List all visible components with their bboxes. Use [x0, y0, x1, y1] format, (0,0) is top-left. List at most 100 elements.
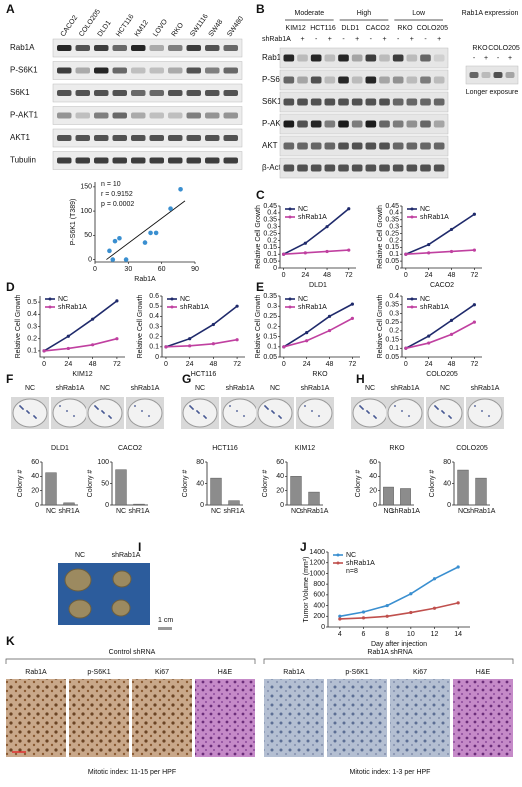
blot-band: [379, 142, 390, 150]
blot-band: [168, 157, 183, 164]
blot-band: [433, 98, 445, 106]
stain-label: Rab1A: [25, 669, 47, 676]
y-tick-label: 400: [313, 602, 325, 609]
blot-band: [351, 120, 363, 128]
y-axis-label: Relative Cell Growth: [137, 294, 144, 358]
series-line: [405, 304, 475, 349]
blot-band: [420, 76, 431, 84]
blot-band: [310, 120, 322, 128]
y-tick-label: 40: [31, 473, 39, 480]
tumor: [64, 568, 92, 592]
blot-band: [324, 54, 336, 62]
dish-label: NC: [440, 385, 450, 392]
panel-label: C: [256, 188, 265, 202]
dish: [297, 398, 333, 428]
y-tick-label: 0.45: [263, 203, 277, 210]
legend-label: shRab1A: [58, 304, 87, 311]
histology-image: [6, 679, 66, 757]
legend-label: NC: [420, 296, 430, 303]
blot-band: [406, 164, 418, 172]
sign: -: [397, 36, 400, 43]
blot-band: [469, 72, 479, 78]
row-label: AKT: [262, 141, 278, 150]
legend-marker: [48, 297, 52, 301]
blot-band: [324, 142, 336, 150]
panel-label: K: [6, 634, 15, 648]
colony: [401, 410, 403, 412]
x-tick-label: 12: [431, 631, 439, 638]
blot-band: [149, 90, 164, 96]
panel-label: D: [6, 280, 15, 294]
dish: [87, 398, 123, 428]
series-line: [283, 317, 353, 348]
blot-band: [365, 120, 377, 128]
blot-band: [379, 76, 390, 84]
blot-band: [379, 120, 390, 128]
y-axis-label: Relative Cell Growth: [15, 294, 22, 358]
sign: +: [437, 36, 441, 43]
y-axis-label: Relative Cell Growth: [377, 205, 384, 269]
x-tick-label: 24: [425, 272, 433, 279]
x-tick-label: shRab1A: [467, 508, 496, 515]
point: [327, 314, 332, 318]
bar: [45, 472, 57, 506]
y-tick-label: 0: [88, 256, 92, 263]
x-tick-label: 48: [89, 361, 97, 368]
y-tick-label: 1000: [309, 570, 325, 577]
x-tick-label: 48: [209, 361, 217, 368]
blot-band: [365, 54, 377, 62]
sign: +: [508, 55, 512, 62]
point: [404, 252, 408, 256]
annotation: n=8: [346, 568, 358, 575]
y-tick-label: 0.2: [149, 334, 159, 341]
y-tick-label: 0.35: [385, 217, 399, 224]
y-tick-label: 0.25: [263, 230, 277, 237]
x-axis-label: HCT116: [191, 371, 217, 378]
x-tick-label: NC: [458, 508, 468, 515]
expression-title: Rab1A expression: [462, 10, 519, 17]
histology-image: [132, 679, 192, 757]
blot-band: [324, 98, 336, 106]
blot-band: [205, 157, 220, 164]
blot-band: [338, 98, 349, 106]
bar: [133, 503, 145, 506]
series-line: [283, 249, 349, 256]
blot-band: [433, 54, 445, 62]
histology-image: [195, 679, 255, 757]
sign: +: [382, 36, 386, 43]
y-tick-label: 0.4: [389, 210, 399, 217]
blot-band: [94, 157, 109, 164]
y-tick-label: 0.2: [27, 336, 37, 343]
y-axis-label: Colony #: [355, 470, 362, 498]
point: [432, 606, 437, 610]
y-tick-label: 0.4: [27, 311, 37, 318]
tumor-label: NC: [75, 552, 85, 559]
x-tick-label: 72: [470, 272, 478, 279]
y-tick-label: 0.1: [267, 251, 277, 258]
blot-band: [310, 142, 322, 150]
legend-label: NC: [58, 296, 68, 303]
lane-label: HCT116: [310, 25, 336, 32]
tumor: [111, 599, 131, 617]
point: [456, 565, 460, 569]
group-label: High: [357, 10, 372, 17]
histology-image: [453, 679, 513, 757]
x-tick-label: 60: [158, 266, 166, 273]
y-tick-label: 20: [31, 488, 39, 495]
point: [404, 346, 408, 350]
y-axis-label: Relative Cell Growth: [255, 294, 262, 358]
point: [472, 303, 476, 307]
blot-strip: [52, 151, 243, 170]
blot-band: [57, 135, 72, 141]
blot-band: [324, 76, 336, 84]
blot-band: [351, 76, 363, 84]
blot-band: [112, 157, 127, 164]
y-axis-label: Tumor Volume (mm³): [303, 557, 310, 623]
y-tick-label: 0.2: [267, 237, 277, 244]
blot-band: [223, 90, 238, 96]
x-tick-label: 0: [404, 361, 408, 368]
blot-band: [168, 45, 183, 51]
sign: -: [370, 36, 373, 43]
point: [338, 617, 342, 621]
blot-band: [223, 45, 238, 51]
